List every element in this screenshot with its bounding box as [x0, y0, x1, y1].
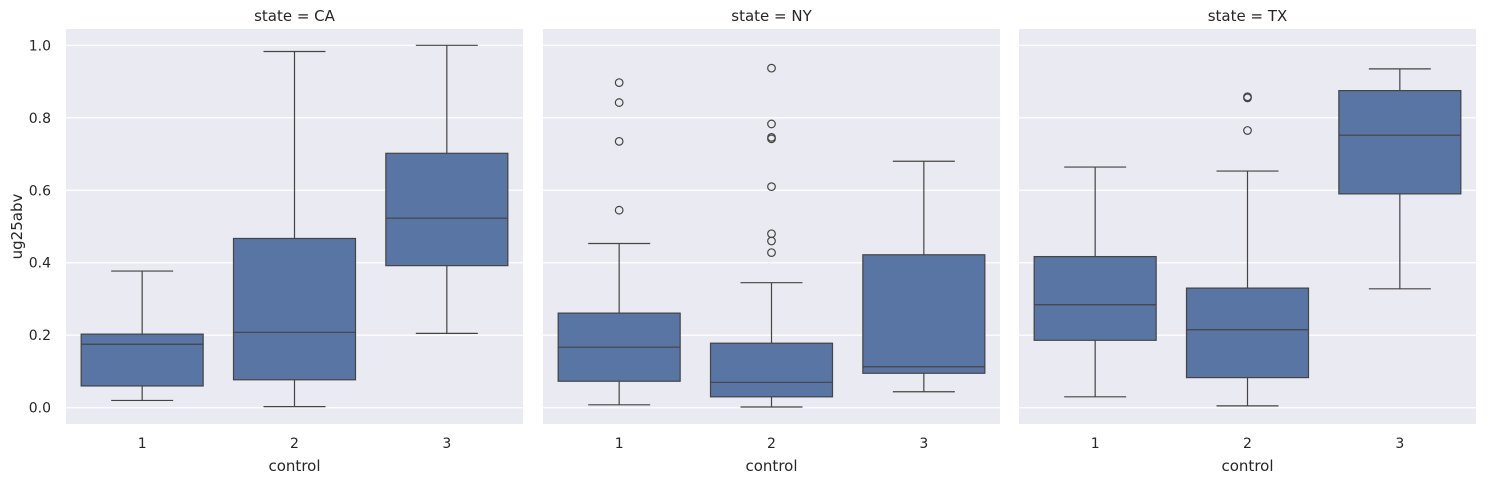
outlier-point — [1243, 92, 1252, 102]
x-tick-label: 3 — [442, 436, 451, 452]
box-group — [1033, 166, 1157, 398]
box — [1033, 255, 1157, 341]
y-tick-label: 0.0 — [29, 401, 51, 417]
facet-title: state = CA — [254, 7, 336, 25]
box-group — [1338, 68, 1462, 290]
outlier-point — [614, 136, 624, 146]
outlier-point — [767, 182, 776, 192]
x-tick-label: 3 — [1395, 436, 1404, 452]
box — [1185, 287, 1310, 379]
box-group — [1185, 92, 1310, 407]
outlier-point — [767, 229, 776, 239]
y-axis-label: ug25abv — [8, 194, 26, 260]
box — [232, 237, 357, 381]
outlier-point — [767, 119, 776, 129]
box-group — [709, 63, 834, 408]
x-axis-label: control — [269, 457, 321, 475]
box — [80, 333, 204, 387]
x-tick-label: 1 — [138, 436, 147, 452]
outlier-point — [767, 132, 776, 142]
facet-title: state = NY — [731, 7, 812, 25]
facet-panel-2: state = NY 1 2 3 control — [543, 7, 1000, 475]
facet-panel-1: state = CA 1 2 3 control 0.0 0.2 0.4 0.6 0.8 1.0 ug… — [8, 7, 523, 475]
x-axis-label: control — [746, 457, 798, 475]
x-axis-label: control — [1222, 457, 1274, 475]
box — [1338, 90, 1462, 195]
facet-title: state = TX — [1208, 7, 1288, 25]
box — [862, 254, 986, 374]
x-tick-label: 2 — [767, 436, 776, 452]
box-group — [862, 160, 986, 393]
y-tick-label: 0.4 — [29, 256, 51, 272]
x-tick-label: 1 — [1091, 436, 1100, 452]
y-tick-label: 0.2 — [29, 328, 51, 344]
x-tick-label: 2 — [290, 436, 299, 452]
outlier-point — [614, 98, 624, 107]
y-tick-label: 0.8 — [29, 111, 51, 127]
box-group — [557, 78, 681, 406]
outlier-point — [614, 78, 624, 88]
box-group — [385, 44, 509, 335]
y-tick-label: 0.6 — [29, 183, 51, 199]
outlier-point — [767, 248, 776, 257]
panels: state = CA 1 2 3 control 0.0 0.2 0.4 0.6 0.8 1.0 ug… — [8, 7, 1476, 475]
box — [709, 342, 834, 398]
y-tick-label: 1.0 — [29, 38, 51, 54]
facet-panel-3: state = TX 1 2 3 control — [1019, 7, 1476, 475]
x-tick-label: 1 — [615, 436, 624, 452]
outlier-point — [614, 205, 624, 215]
x-tick-label: 3 — [919, 436, 928, 452]
box — [385, 152, 509, 267]
outlier-point — [1243, 126, 1252, 135]
outlier-point — [767, 63, 776, 73]
x-tick-label: 2 — [1243, 436, 1252, 452]
box-group — [80, 270, 204, 402]
box-group — [232, 50, 357, 408]
